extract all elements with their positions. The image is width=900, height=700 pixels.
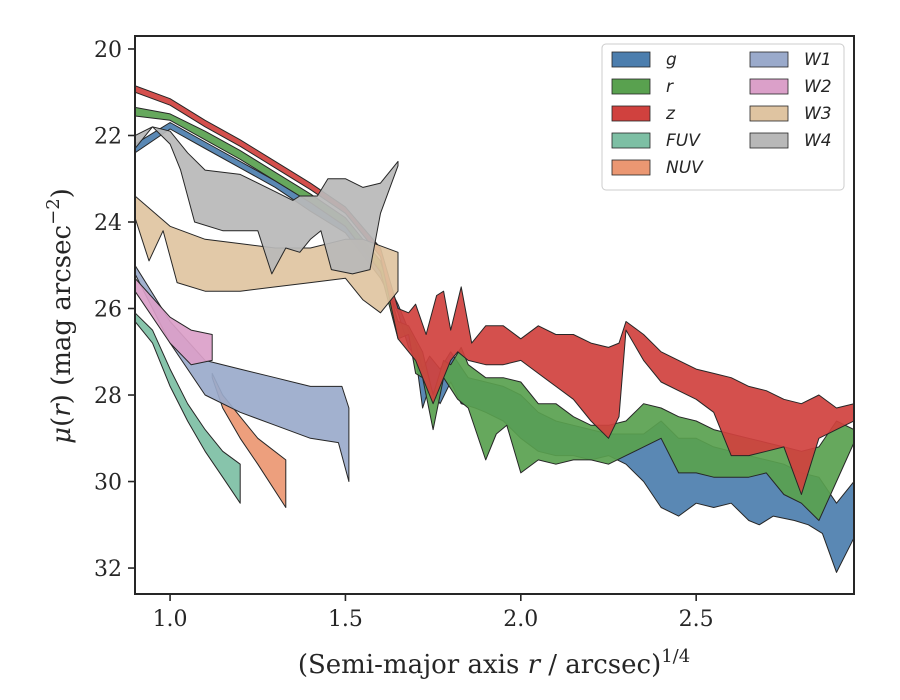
legend-label-r: r (666, 77, 674, 97)
legend-label-w1: W1 (804, 50, 832, 70)
legend-swatch-r (612, 79, 650, 94)
legend-swatch-w4 (750, 133, 788, 148)
legend-label-w3: W3 (804, 104, 832, 124)
legend-swatch-g (612, 52, 650, 67)
band-w2 (135, 278, 212, 365)
legend-swatch-w2 (750, 79, 788, 94)
legend-label-w2: W2 (804, 77, 832, 97)
y-tick-label: 30 (94, 471, 122, 496)
legend-label-w4: W4 (804, 131, 832, 151)
surface-brightness-chart: 1.0 1.5 2.0 2.5 20 22 24 26 28 30 32 (Semi-major a… (0, 0, 900, 700)
y-tick-label: 26 (94, 298, 122, 323)
legend-swatch-z (612, 106, 650, 121)
legend-swatch-w1 (750, 52, 788, 67)
legend: grz FUV NUV W1 W2 W3 W4 (602, 44, 844, 190)
y-tick-label: 22 (94, 124, 122, 149)
y-axis-label: μ(r) (mag arcsec−2) (43, 188, 77, 444)
legend-label-nuv: NUV (666, 158, 704, 178)
legend-label-z: z (665, 104, 676, 124)
y-tick-label: 20 (94, 38, 122, 63)
y-tick-label: 28 (94, 384, 122, 409)
legend-label-fuv: FUV (666, 131, 701, 151)
x-tick-label: 1.5 (328, 607, 363, 632)
x-tick-label: 2.5 (679, 607, 714, 632)
legend-label-g: g (666, 50, 677, 70)
x-axis-label: (Semi-major axis r / arcsec)1/4 (298, 646, 690, 680)
legend-swatch-fuv (612, 133, 650, 148)
x-tick-label: 1.0 (153, 607, 188, 632)
legend-swatch-w3 (750, 106, 788, 121)
x-tick-label: 2.0 (503, 607, 538, 632)
y-tick-label: 32 (94, 557, 122, 582)
y-tick-label: 24 (94, 211, 122, 236)
legend-swatch-nuv (612, 160, 650, 175)
